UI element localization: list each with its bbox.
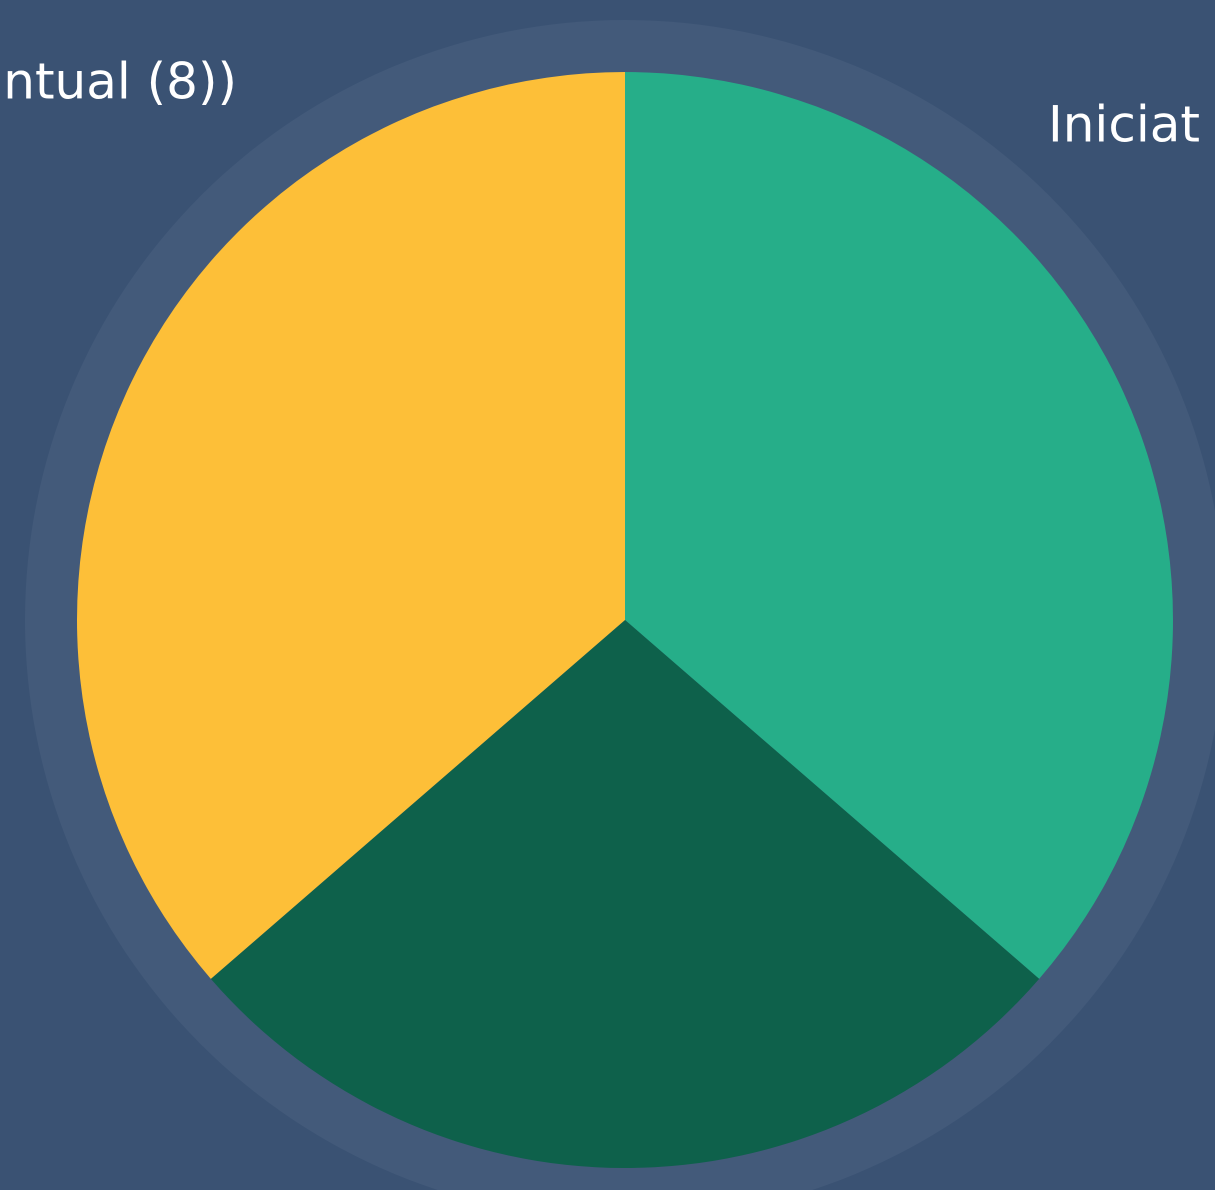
pie-slice: [625, 72, 1173, 979]
slice-label: ntual (8)): [3, 53, 237, 111]
pie-slice: [210, 620, 1040, 1169]
slice-label: Iniciat: [1048, 96, 1200, 154]
pie-slice: [77, 72, 626, 979]
